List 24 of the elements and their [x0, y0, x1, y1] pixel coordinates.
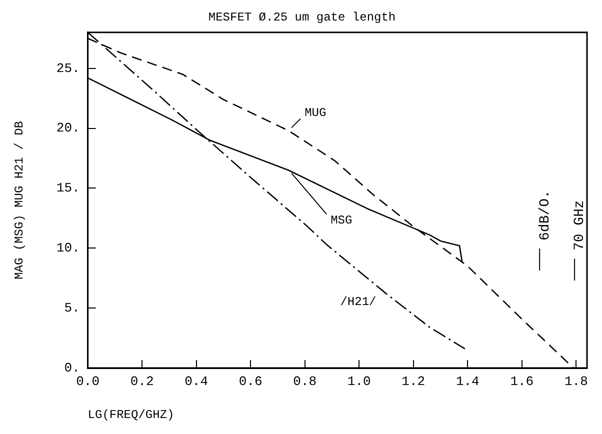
x-axis-title: LG(FREQ/GHZ) — [88, 408, 174, 422]
annotation: 6dB/O. — [537, 190, 554, 240]
y-tick-label: 25. — [56, 60, 80, 76]
x-tick-label: 1.4 — [456, 374, 480, 390]
y-axis-title: MAG (MSG) MUG H21 / DB — [12, 120, 26, 280]
y-tick-label: 0. — [64, 360, 80, 376]
x-tick-label: 0.0 — [76, 374, 100, 390]
y-tick-label: 15. — [56, 180, 80, 196]
y-tick-label: 20. — [56, 120, 80, 136]
y-tick-label: 5. — [64, 300, 80, 316]
x-tick-label: 1.0 — [347, 374, 371, 390]
x-tick-label: 1.8 — [564, 374, 588, 390]
x-tick-label: 0.4 — [184, 374, 208, 390]
x-tick-label: 0.8 — [293, 374, 317, 390]
annotation: 70 GHz — [572, 200, 588, 251]
series-label: MUG — [304, 106, 326, 120]
x-tick-label: 0.2 — [130, 374, 154, 390]
series-label: /H21/ — [340, 294, 376, 309]
x-tick-label: 1.6 — [510, 374, 534, 390]
x-tick-label: 0.6 — [238, 374, 262, 390]
x-tick-label: 1.2 — [402, 374, 426, 390]
y-tick-label: 10. — [56, 240, 80, 256]
series-label: MSG — [330, 213, 352, 228]
chart-title: MESFET Ø.25 um gate length — [208, 10, 396, 24]
